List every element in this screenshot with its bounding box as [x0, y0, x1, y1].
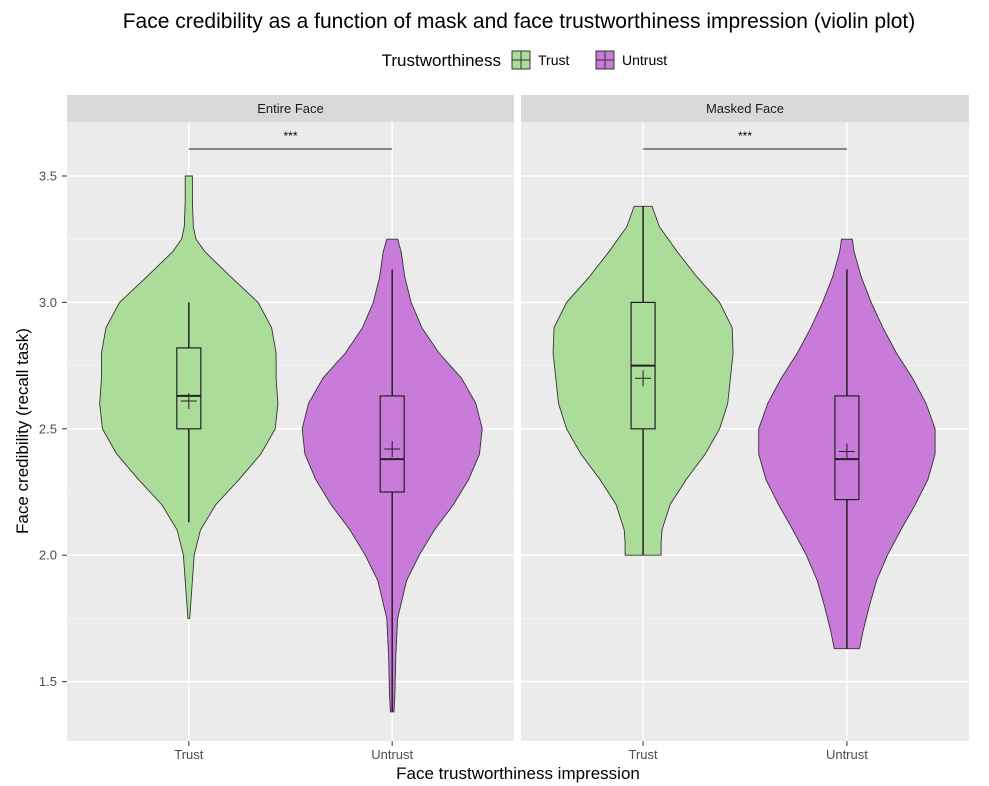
legend-label-untrust: Untrust	[622, 52, 667, 68]
panel-strip-label: Entire Face	[257, 101, 323, 116]
y-tick-label: 2.0	[39, 548, 57, 563]
x-tick-label: Trust	[174, 747, 204, 762]
significance-label: ***	[283, 129, 297, 143]
legend-item-trust: Trust	[511, 50, 569, 70]
boxplot-box	[176, 347, 202, 430]
violin-group-trust	[99, 175, 279, 619]
y-axis-title: Face credibility (recall task)	[13, 328, 32, 534]
x-tick-label: Untrust	[371, 747, 413, 762]
x-axis-title: Face trustworthiness impression	[396, 764, 640, 783]
violin-untrust	[301, 238, 483, 713]
chart-title: Face credibility as a function of mask a…	[123, 10, 916, 33]
panel-masked-face: Masked Face *** Trust Untrust	[521, 95, 969, 762]
panel-strip	[67, 95, 514, 122]
y-tick-label: 3.5	[39, 169, 57, 184]
x-tick-label: Untrust	[826, 747, 868, 762]
violin-group-untrust	[758, 238, 936, 650]
legend: Trustworthiness Trust Untrust	[382, 50, 667, 70]
legend-item-untrust: Untrust	[595, 50, 667, 70]
y-tick-label: 3.0	[39, 295, 57, 310]
y-tick-label: 2.5	[39, 421, 57, 436]
x-tick-label: Trust	[629, 747, 659, 762]
legend-title: Trustworthiness	[382, 51, 501, 70]
violin-group-trust	[552, 205, 734, 556]
legend-label-trust: Trust	[538, 52, 569, 68]
boxplot-box	[379, 395, 405, 493]
panel-strip	[521, 95, 969, 122]
y-tick-label: 1.5	[39, 674, 57, 689]
boxplot-box	[834, 395, 860, 501]
panel-strip-label: Masked Face	[706, 101, 784, 116]
significance-label: ***	[738, 129, 752, 143]
panel-entire-face: Entire Face *** Trust Untrust	[67, 95, 514, 762]
violin-group-untrust	[301, 238, 483, 713]
